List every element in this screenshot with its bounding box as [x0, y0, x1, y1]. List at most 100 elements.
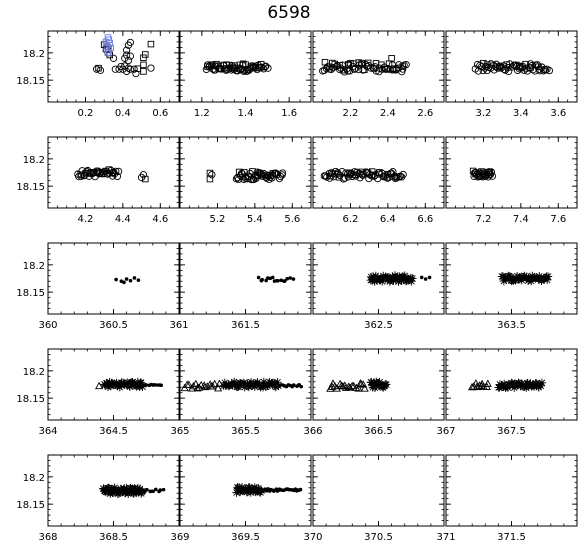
panel-p6: 6.2 6.4 6.6: [312, 136, 445, 225]
asterisk-marker: [378, 277, 387, 286]
panel-p5: 5.2 5.4 5.6: [179, 136, 312, 225]
asterisk-marker: [259, 377, 268, 387]
x-tick-label: 366.5: [364, 426, 393, 437]
square-marker: [378, 61, 385, 69]
x-tick-label: 4.4: [115, 214, 131, 225]
y-tick-label: 18.2: [23, 49, 45, 60]
asterisk-marker: [107, 485, 117, 494]
y-tick-label: 18.2: [23, 473, 45, 484]
square-marker: [483, 61, 491, 68]
circle-marker: [75, 172, 83, 181]
square-marker: [339, 66, 347, 74]
asterisk-marker: [269, 378, 279, 388]
square-marker: [376, 169, 383, 176]
circle-marker: [478, 62, 486, 71]
figure-title: 6598: [267, 3, 311, 23]
panel-p10: 362.5: [312, 242, 445, 331]
asterisk-marker: [263, 381, 272, 391]
asterisk-marker: [128, 484, 137, 494]
x-tick-label: 362.5: [364, 320, 393, 331]
asterisk-marker: [252, 379, 262, 388]
x-tick-label: 360.5: [99, 320, 128, 331]
panel-p19: 371 371.5: [436, 454, 578, 542]
square-marker: [351, 171, 359, 178]
asterisk-marker: [506, 272, 515, 282]
panel-p11: 363.5: [445, 242, 578, 331]
square-marker: [522, 60, 529, 68]
circle-marker: [112, 167, 120, 176]
asterisk-marker: [273, 378, 282, 387]
panel-p3: 3.2 3.4 3.6: [445, 30, 578, 119]
circle-marker: [329, 64, 337, 72]
dot-marker: [161, 487, 166, 492]
x-tick-label: 364.5: [99, 426, 128, 437]
panel-frame: [312, 454, 445, 527]
circle-marker: [126, 52, 134, 60]
asterisk-marker: [389, 276, 398, 286]
x-tick-label: 371.5: [497, 532, 526, 542]
asterisk-marker: [220, 378, 229, 387]
square-marker: [258, 171, 265, 179]
asterisk-marker: [133, 483, 143, 493]
square-marker: [105, 166, 113, 173]
dot-marker: [285, 276, 290, 281]
triangle-marker: [338, 382, 347, 390]
square-marker: [231, 64, 238, 72]
asterisk-marker: [115, 488, 125, 497]
circle-marker: [339, 175, 348, 183]
x-tick-label: 361: [169, 320, 188, 331]
asterisk-marker: [110, 483, 119, 492]
dot-marker: [124, 277, 129, 281]
square-marker: [381, 65, 389, 73]
circle-marker: [122, 51, 131, 59]
dot-marker: [277, 383, 282, 388]
asterisk-marker: [522, 383, 531, 392]
circle-marker: [132, 69, 140, 78]
square-marker: [107, 44, 114, 52]
panel-p18: 370 370.5: [303, 454, 445, 542]
panel-frame: [47, 242, 180, 315]
x-tick-label: 367.5: [497, 426, 526, 437]
square-marker: [267, 172, 274, 179]
square-marker: [140, 61, 147, 69]
x-tick-label: 5.2: [209, 214, 225, 225]
square-marker: [216, 65, 223, 72]
asterisk-marker: [520, 382, 529, 391]
asterisk-marker: [388, 272, 397, 281]
x-tick-label: 3.6: [550, 108, 566, 119]
panel-p16: 368 368.5 18.15 18.2: [16, 454, 180, 542]
square-marker: [104, 34, 112, 41]
circle-marker: [208, 171, 216, 179]
x-tick-label: 5.4: [247, 214, 263, 225]
asterisk-marker: [517, 276, 526, 285]
square-marker: [390, 66, 398, 74]
asterisk-marker: [368, 272, 378, 281]
x-tick-label: 7.4: [513, 214, 529, 225]
square-marker: [206, 169, 214, 177]
x-tick-label: 369.5: [231, 532, 260, 542]
asterisk-marker: [499, 276, 509, 286]
triangle-marker: [360, 384, 369, 392]
panel-p17: 369 369.5: [170, 454, 312, 542]
asterisk-marker: [243, 379, 252, 388]
x-tick-label: 364: [38, 426, 57, 437]
square-marker: [82, 169, 90, 177]
asterisk-marker: [237, 379, 246, 389]
square-marker: [269, 170, 277, 177]
asterisk-marker: [537, 378, 547, 388]
circle-marker: [343, 170, 352, 178]
x-tick-label: 361.5: [231, 320, 260, 331]
asterisk-marker: [137, 489, 146, 498]
asterisk-marker: [254, 484, 263, 493]
panel-p2: 2.2 2.4 2.6: [312, 30, 445, 119]
asterisk-marker: [253, 378, 262, 387]
dot-marker: [128, 278, 133, 283]
square-marker: [335, 173, 343, 181]
asterisk-marker: [379, 271, 388, 281]
square-marker: [244, 173, 252, 181]
x-tick-label: 368: [38, 532, 57, 542]
x-tick-label: 6.2: [342, 214, 358, 225]
asterisk-marker: [237, 483, 247, 492]
panel-p12: 364 364.5 18.15 18.2: [16, 348, 180, 437]
